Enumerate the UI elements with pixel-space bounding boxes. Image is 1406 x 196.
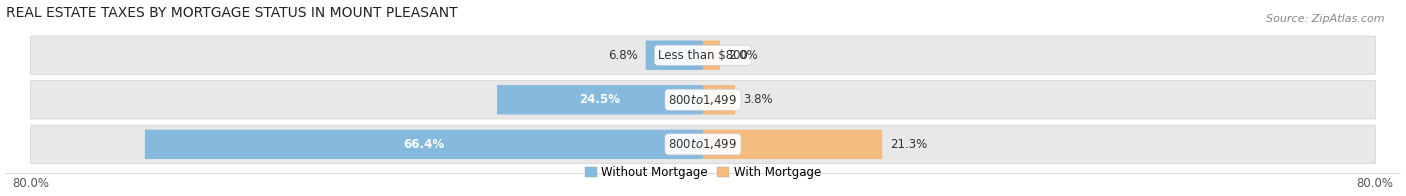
Text: 3.8%: 3.8% bbox=[744, 93, 773, 106]
FancyBboxPatch shape bbox=[703, 41, 720, 70]
Text: $800 to $1,499: $800 to $1,499 bbox=[668, 93, 738, 107]
Text: 6.8%: 6.8% bbox=[607, 49, 637, 62]
Text: REAL ESTATE TAXES BY MORTGAGE STATUS IN MOUNT PLEASANT: REAL ESTATE TAXES BY MORTGAGE STATUS IN … bbox=[6, 5, 457, 20]
FancyBboxPatch shape bbox=[703, 130, 882, 159]
FancyBboxPatch shape bbox=[31, 81, 1375, 119]
Text: 2.0%: 2.0% bbox=[728, 49, 758, 62]
FancyBboxPatch shape bbox=[703, 85, 735, 114]
FancyBboxPatch shape bbox=[496, 85, 703, 114]
Text: $800 to $1,499: $800 to $1,499 bbox=[668, 137, 738, 151]
Text: Less than $800: Less than $800 bbox=[658, 49, 748, 62]
FancyBboxPatch shape bbox=[31, 125, 1375, 163]
Legend: Without Mortgage, With Mortgage: Without Mortgage, With Mortgage bbox=[585, 166, 821, 179]
Text: Source: ZipAtlas.com: Source: ZipAtlas.com bbox=[1267, 14, 1385, 24]
Text: 66.4%: 66.4% bbox=[404, 138, 444, 151]
Text: 21.3%: 21.3% bbox=[890, 138, 928, 151]
FancyBboxPatch shape bbox=[31, 36, 1375, 74]
FancyBboxPatch shape bbox=[645, 41, 703, 70]
Text: 24.5%: 24.5% bbox=[579, 93, 620, 106]
FancyBboxPatch shape bbox=[145, 130, 703, 159]
